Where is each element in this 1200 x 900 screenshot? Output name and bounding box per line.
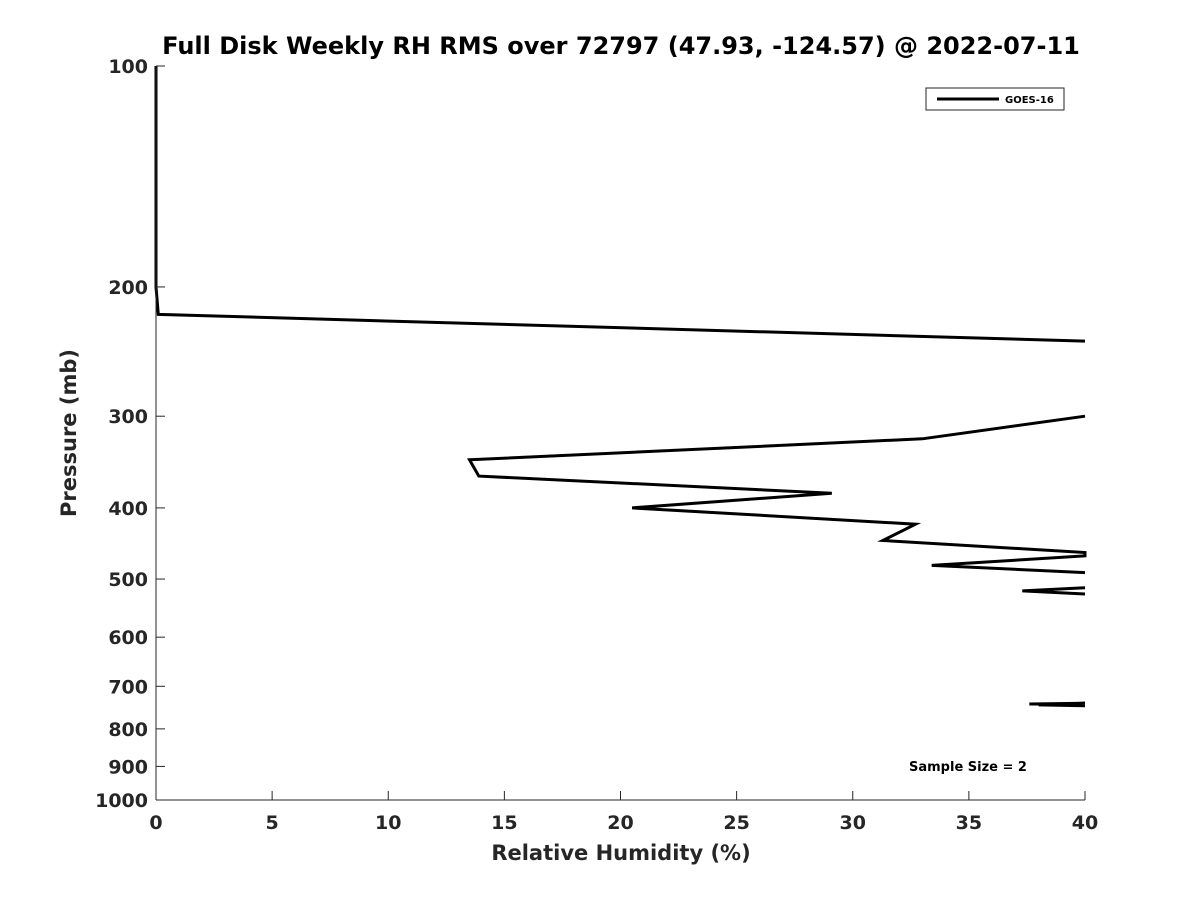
y-tick-label: 300 [108, 406, 148, 428]
x-tick-label: 15 [491, 812, 517, 834]
chart-title: Full Disk Weekly RH RMS over 72797 (47.9… [162, 32, 1080, 60]
x-tick-label: 0 [149, 812, 162, 834]
y-tick-label: 700 [108, 676, 148, 698]
y-tick-label: 100 [108, 56, 148, 78]
y-tick-label: 500 [108, 569, 148, 591]
plot-area [154, 66, 1087, 708]
legend: GOES-16 [925, 87, 1065, 111]
y-tick-label: 900 [108, 756, 148, 778]
axes [155, 66, 1085, 801]
y-axis-ticks: 100 200 300 400 500 600 700 800 900 1000 [95, 56, 165, 812]
y-tick-label: 600 [108, 627, 148, 649]
x-tick-label: 20 [607, 812, 633, 834]
x-tick-label: 10 [375, 812, 401, 834]
x-tick-label: 35 [956, 812, 982, 834]
x-axis-label: Relative Humidity (%) [491, 841, 750, 865]
sample-size-annotation: Sample Size = 2 [909, 760, 1027, 775]
x-tick-label: 5 [266, 812, 279, 834]
y-tick-label: 1000 [95, 790, 148, 812]
legend-label: GOES-16 [1005, 95, 1054, 106]
series-line [1022, 586, 1086, 596]
x-tick-label: 25 [723, 812, 749, 834]
y-tick-label: 400 [108, 498, 148, 520]
y-axis-label: Pressure (mb) [57, 349, 81, 517]
y-tick-label: 800 [108, 719, 148, 741]
series-line [1029, 701, 1086, 708]
x-tick-label: 30 [840, 812, 866, 834]
x-axis-ticks: 0 5 10 15 20 25 30 35 40 [149, 791, 1098, 834]
series-line [466, 414, 1087, 575]
x-tick-label: 40 [1072, 812, 1098, 834]
y-tick-label: 200 [108, 277, 148, 299]
